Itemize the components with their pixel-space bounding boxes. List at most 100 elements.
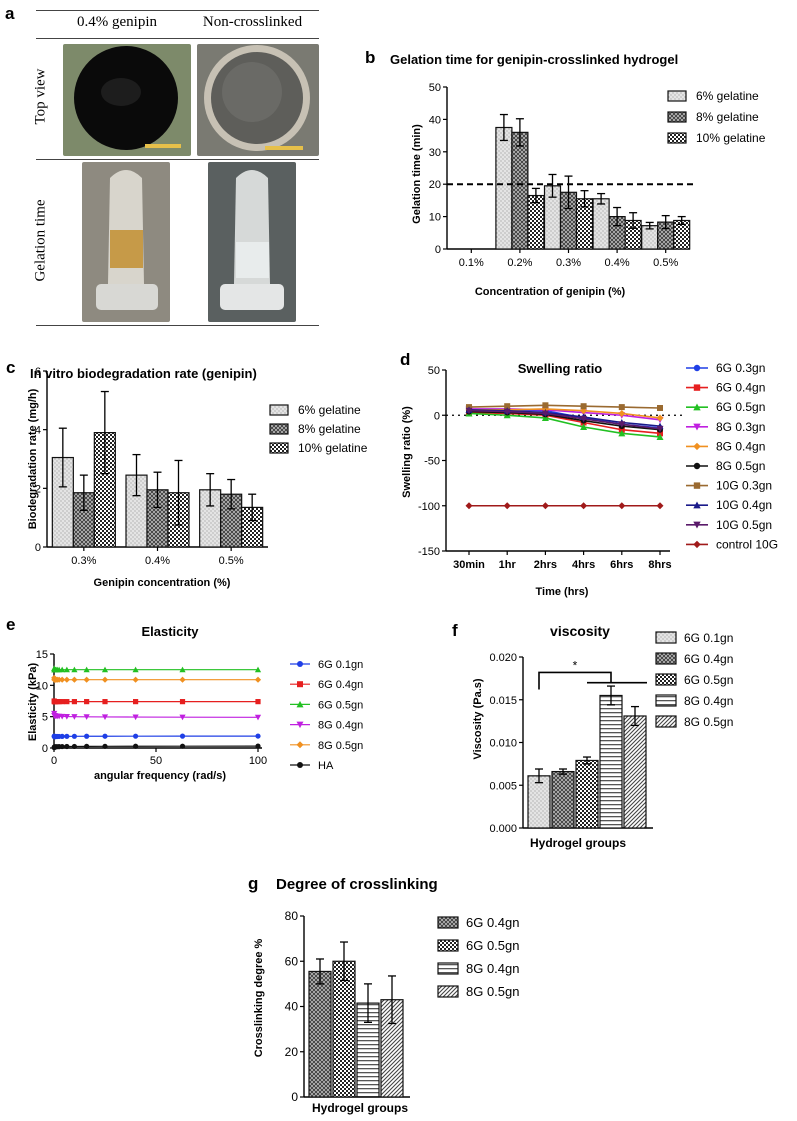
chart-e-legend-marker — [297, 762, 303, 768]
chart-d-x-tick-label: 1hr — [499, 559, 517, 571]
chart-d-series-line — [468, 409, 661, 427]
chart-d-legend-label: 6G 0.5gn — [716, 400, 765, 414]
chart-e-point — [102, 699, 108, 705]
chart-e-point — [59, 699, 65, 705]
chart-b-y-tick-label: 40 — [429, 114, 441, 126]
chart-e-x-tick-label: 0 — [51, 755, 57, 767]
chart-g-xlabel: Hydrogel groups — [311, 1101, 408, 1115]
chart-b-x-tick-label: 0.2% — [507, 257, 532, 269]
chart-e-title: Elasticity — [141, 624, 199, 639]
chart-d-point — [618, 426, 625, 433]
chart-g-title: Degree of crosslinking — [276, 876, 438, 893]
chart-e-xlabel: angular frequency (rad/s) — [93, 770, 227, 782]
chart-d-point — [542, 402, 549, 409]
chart-e-point — [71, 733, 77, 739]
chart-d-point — [618, 404, 625, 411]
chart-e-point — [71, 666, 78, 673]
chart-f-legend-label: 6G 0.5gn — [684, 673, 733, 687]
chart-d-point — [618, 409, 626, 417]
chart-c-x-tick-label: 0.5% — [219, 555, 244, 567]
chart-b-legend-label: 8% gelatine — [696, 110, 759, 124]
chart-e-point — [83, 676, 90, 683]
chart-b-legend-label: 10% gelatine — [696, 131, 766, 145]
chart-d-legend-marker — [693, 384, 701, 391]
chart-e-point — [59, 676, 66, 683]
chart-f-y-tick-label: 0.020 — [489, 652, 517, 664]
chart-e-point — [63, 713, 70, 720]
chart-d-xlabel: Time (hrs) — [535, 586, 589, 598]
chart-d-point — [465, 407, 473, 415]
chart-e-point — [83, 714, 90, 720]
chart-d-x-tick-label: 30min — [453, 559, 485, 571]
chart-d-legend-marker — [693, 462, 701, 470]
chart-g-legend-label: 6G 0.5gn — [466, 938, 520, 953]
chart-d-point — [503, 408, 511, 416]
chart-f-xlabel: Hydrogel groups — [529, 836, 626, 850]
chart-e-legend-label: 6G 0.1gn — [318, 659, 363, 671]
chart-e-point — [83, 666, 90, 673]
chart-e-legend-label: 6G 0.4gn — [318, 679, 363, 691]
chart-e-legend-marker — [296, 741, 304, 749]
chart-e-point — [102, 733, 108, 739]
column-header-genipin: 0.4% genipin — [77, 14, 157, 30]
chart-d-series-line — [468, 410, 661, 431]
chart-d-x-tick-label: 8hrs — [648, 559, 671, 571]
chart-e-point — [254, 666, 262, 673]
chart-g-legend-swatch — [437, 962, 459, 975]
panel-letter-d: d — [400, 350, 411, 369]
chart-f-legend-swatch — [655, 652, 677, 665]
chart-d-x-tick-label: 4hrs — [572, 559, 595, 571]
chart-e-point — [179, 666, 186, 673]
chart-b-y-tick-label: 30 — [429, 147, 441, 159]
chart-f-significance-bracket — [538, 671, 612, 690]
chart-e-point — [254, 714, 262, 721]
chart-e-legend-label: 8G 0.5gn — [318, 740, 363, 752]
chart-e-legend-label: 8G 0.4gn — [318, 720, 363, 732]
chart-e-point — [64, 733, 70, 739]
chart-e-point — [59, 743, 65, 750]
chart-b-x-tick-label: 0.1% — [459, 257, 484, 269]
chart-e-legend-marker — [297, 661, 303, 667]
chart-d-point — [541, 410, 549, 417]
chart-b-title: Gelation time for genipin-crosslinked hy… — [390, 52, 679, 67]
chart-g-y-tick-label: 40 — [285, 1000, 299, 1014]
chart-e-point — [84, 699, 90, 705]
panel-letter-c: c — [6, 358, 16, 377]
chart-d-point — [580, 423, 588, 431]
table-header-rule — [36, 38, 319, 39]
chart-d-legend-marker — [693, 423, 701, 431]
chart-b-y-tick-label: 10 — [429, 212, 441, 224]
chart-d-point — [504, 403, 511, 410]
genipin-tube-photo — [82, 162, 170, 322]
chart-f-y-tick-label: 0.010 — [489, 738, 517, 750]
chart-b-legend-label: 6% gelatine — [696, 89, 759, 103]
chart-e-point — [64, 699, 70, 705]
chart-g-y-tick-label: 0 — [291, 1090, 298, 1104]
chart-d-legend-marker — [693, 364, 701, 372]
chart-e-y-tick-label: 5 — [42, 712, 48, 724]
chart-e-point — [132, 714, 139, 721]
chart-d-legend-label: control 10G — [716, 537, 778, 551]
chart-c-x-tick-label: 0.3% — [71, 555, 96, 567]
chart-e-point — [101, 714, 109, 721]
chart-e-point — [133, 733, 139, 739]
chart-b-legend-swatch — [667, 111, 687, 123]
chart-d-legend-marker — [693, 482, 701, 489]
chart-e-point — [101, 666, 109, 673]
chart-e-point — [64, 743, 70, 750]
chart-d-point — [657, 405, 663, 412]
chart-e-legend-label: HA — [318, 760, 334, 772]
chart-d-y-tick-label: 50 — [428, 365, 440, 377]
chart-e-y-tick-label: 10 — [36, 680, 48, 692]
chart-e-point — [59, 733, 65, 739]
chart-d-point — [541, 502, 549, 510]
chart-e-point — [179, 733, 186, 739]
chart-d-point — [618, 502, 626, 510]
chart-b-x-tick-label: 0.4% — [605, 257, 630, 269]
chart-b-legend-swatch — [667, 132, 687, 144]
chart-f-y-tick-label: 0.005 — [489, 780, 517, 792]
chart-d-series-line — [468, 411, 661, 435]
